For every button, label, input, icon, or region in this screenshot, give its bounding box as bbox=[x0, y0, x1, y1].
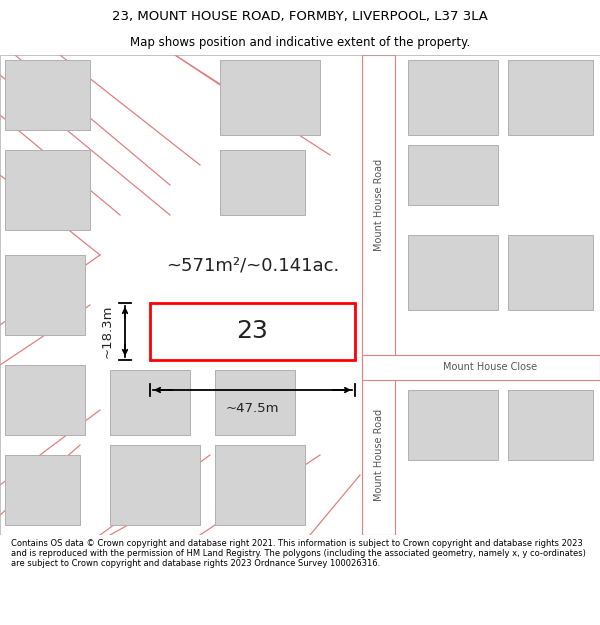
Bar bbox=[508, 235, 593, 310]
Polygon shape bbox=[362, 355, 600, 380]
Bar bbox=[215, 370, 295, 435]
Bar bbox=[5, 455, 80, 525]
Bar bbox=[220, 60, 320, 135]
Text: Contains OS data © Crown copyright and database right 2021. This information is : Contains OS data © Crown copyright and d… bbox=[11, 539, 586, 568]
Text: ~18.3m: ~18.3m bbox=[101, 305, 113, 358]
Text: Mount House Close: Mount House Close bbox=[443, 362, 537, 372]
Bar bbox=[110, 370, 190, 435]
Text: Mount House Road: Mount House Road bbox=[373, 409, 383, 501]
Bar bbox=[408, 145, 498, 205]
Text: Map shows position and indicative extent of the property.: Map shows position and indicative extent… bbox=[130, 36, 470, 49]
Text: Mount House Road: Mount House Road bbox=[373, 159, 383, 251]
Bar bbox=[220, 150, 305, 215]
Bar bbox=[150, 303, 355, 360]
Text: ~47.5m: ~47.5m bbox=[226, 401, 279, 414]
Bar bbox=[508, 60, 593, 135]
Bar bbox=[508, 390, 593, 460]
Bar bbox=[408, 235, 498, 310]
Text: 23, MOUNT HOUSE ROAD, FORMBY, LIVERPOOL, L37 3LA: 23, MOUNT HOUSE ROAD, FORMBY, LIVERPOOL,… bbox=[112, 10, 488, 23]
Bar bbox=[215, 445, 305, 525]
Polygon shape bbox=[362, 55, 395, 535]
Bar bbox=[5, 255, 85, 335]
Bar bbox=[408, 390, 498, 460]
Bar bbox=[408, 60, 498, 135]
Bar bbox=[5, 60, 90, 130]
Text: 23: 23 bbox=[236, 319, 268, 344]
Bar bbox=[110, 445, 200, 525]
Bar bbox=[5, 365, 85, 435]
Bar bbox=[5, 150, 90, 230]
Text: ~571m²/~0.141ac.: ~571m²/~0.141ac. bbox=[166, 256, 339, 274]
